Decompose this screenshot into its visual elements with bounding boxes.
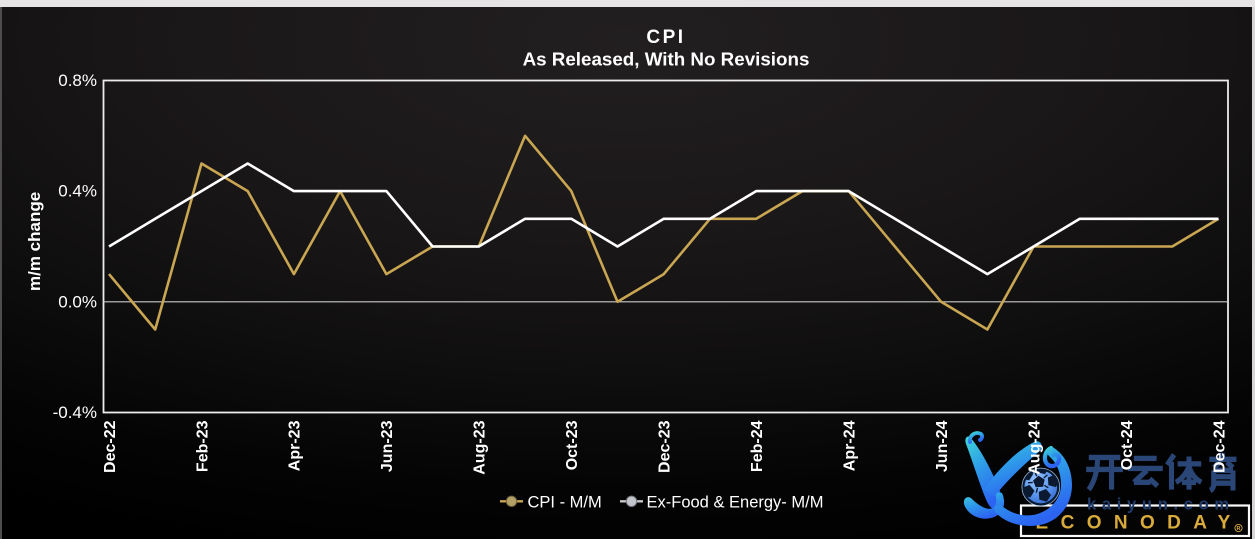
svg-text:Oct-24: Oct-24 bbox=[1119, 420, 1136, 470]
svg-text:Dec-24: Dec-24 bbox=[1211, 420, 1228, 473]
svg-text:Aug-24: Aug-24 bbox=[1026, 420, 1043, 474]
svg-text:Jun-24: Jun-24 bbox=[934, 420, 951, 472]
svg-text:Feb-23: Feb-23 bbox=[194, 420, 211, 472]
svg-text:Jun-23: Jun-23 bbox=[379, 420, 396, 472]
svg-text:-0.4%: -0.4% bbox=[53, 403, 97, 422]
svg-text:Apr-23: Apr-23 bbox=[287, 420, 304, 471]
svg-text:Apr-24: Apr-24 bbox=[842, 420, 859, 471]
svg-text:R: R bbox=[1237, 526, 1241, 532]
svg-text:As Released, With No Revisions: As Released, With No Revisions bbox=[523, 49, 810, 70]
svg-text:ECONODAY: ECONODAY bbox=[1036, 513, 1243, 534]
svg-text:Aug-23: Aug-23 bbox=[472, 420, 489, 474]
svg-text:0.8%: 0.8% bbox=[58, 71, 97, 90]
svg-text:0.4%: 0.4% bbox=[58, 182, 97, 201]
svg-text:CPI: CPI bbox=[646, 27, 685, 48]
svg-text:Ex-Food & Energy- M/M: Ex-Food & Energy- M/M bbox=[647, 493, 824, 511]
svg-text:m/m change: m/m change bbox=[25, 192, 44, 291]
svg-text:Oct-23: Oct-23 bbox=[564, 420, 581, 470]
svg-text:0.0%: 0.0% bbox=[58, 292, 97, 311]
svg-text:Dec-22: Dec-22 bbox=[102, 420, 119, 473]
svg-text:CPI - M/M: CPI - M/M bbox=[528, 493, 602, 511]
svg-text:Feb-24: Feb-24 bbox=[749, 420, 766, 472]
svg-text:Dec-23: Dec-23 bbox=[657, 420, 674, 473]
svg-text:kaiyun.com: kaiyun.com bbox=[1087, 496, 1235, 514]
